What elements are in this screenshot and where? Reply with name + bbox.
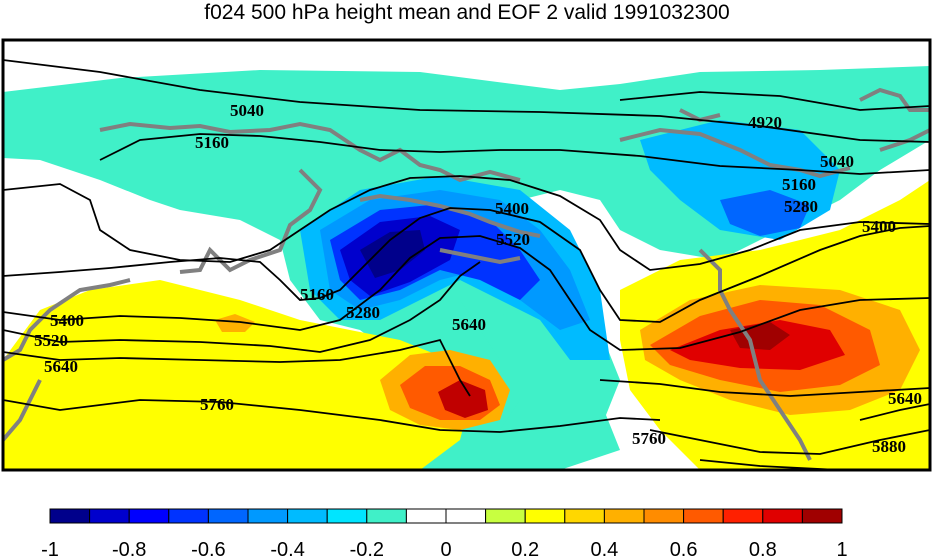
contour-label: 5640: [452, 315, 486, 334]
colorbar-box: [49, 508, 91, 524]
colorbar-tick-label: -0.4: [270, 539, 304, 558]
navy-core: [360, 230, 425, 278]
colorbar-tick-label: 0.4: [590, 539, 618, 558]
dark-red-core-center: [438, 380, 488, 418]
colorbar-box: [801, 508, 843, 524]
map-field: 5040 5160 4920 5040 5160 5280 5400 5520 …: [3, 40, 930, 470]
colorbar-box: [366, 508, 407, 524]
contour-label: 5640: [44, 357, 78, 376]
colorbar-box: [89, 508, 130, 524]
colorbar-box: [762, 508, 803, 524]
contour-label: 5880: [872, 437, 906, 456]
colorbar-box: [207, 508, 249, 524]
colorbar-box: [603, 508, 645, 524]
colorbar-boxes: [49, 508, 843, 524]
contour-label: 5280: [346, 303, 380, 322]
colorbar-box: [524, 508, 566, 524]
colorbar-box: [168, 508, 209, 524]
colorbar-tick-label: -1: [41, 539, 59, 558]
blue-shading-east: [720, 190, 810, 236]
map-title: f024 500 hPa height mean and EOF 2 valid…: [204, 1, 730, 24]
colorbar-tick-label: 1: [836, 539, 847, 558]
contour-label-group: 5040 5160 4920 5040 5160 5280 5400 5520 …: [34, 101, 922, 456]
contour-label: 5040: [230, 101, 264, 120]
contour-label: 5400: [862, 217, 896, 236]
colorbar-tick-label: -0.8: [112, 539, 146, 558]
contour-label: 5760: [632, 429, 666, 448]
contour-label: 5280: [784, 197, 818, 216]
contour-label: 5760: [200, 395, 234, 414]
contour-label: 5520: [496, 230, 530, 249]
colorbar-tick-labels: -1 -0.8 -0.6 -0.4 -0.2 0 0.2 0.4 0.6 0.8 1: [41, 539, 847, 558]
colorbar-tick-label: 0.8: [749, 539, 777, 558]
colorbar-tick-label: 0.2: [511, 539, 539, 558]
contour-label: 5160: [300, 285, 334, 304]
eof-map: 5040 5160 4920 5040 5160 5280 5400 5520 …: [1, 38, 932, 472]
colorbar-tick-label: 0.6: [670, 539, 698, 558]
colorbar: -1 -0.8 -0.6 -0.4 -0.2 0 0.2 0.4 0.6 0.8 1: [41, 508, 848, 558]
colorbar-box: [643, 508, 685, 524]
height-contours: [3, 59, 930, 470]
colorbar-box: [247, 508, 289, 524]
colorbar-tick-label: 0: [440, 539, 451, 558]
contour-label: 5160: [782, 175, 816, 194]
map-frame: [1, 38, 932, 472]
colorbar-box: [326, 508, 368, 524]
contour-label: 4920: [748, 113, 782, 132]
colorbar-box: [445, 508, 487, 524]
contour-label: 5400: [495, 199, 529, 218]
orange-shading-small: [215, 314, 255, 332]
colorbar-tick-label: -0.2: [350, 539, 384, 558]
colorbar-box: [128, 508, 170, 524]
colorbar-box: [485, 508, 526, 524]
negative-anomaly-shading-lower: [460, 300, 620, 470]
colorbar-box: [722, 508, 764, 524]
positive-anomaly-shading-west: [3, 280, 470, 470]
contour-label: 5640: [888, 389, 922, 408]
colorbar-tick-label: -0.6: [191, 539, 225, 558]
colorbar-box: [405, 508, 447, 524]
contour-label: 5400: [50, 311, 84, 330]
colorbar-box: [287, 508, 328, 524]
contour-label: 5520: [34, 331, 68, 350]
coastlines: [3, 87, 930, 461]
contour-label: 5160: [195, 133, 229, 152]
colorbar-box: [683, 508, 724, 524]
contour-label: 5040: [820, 152, 854, 171]
colorbar-box: [564, 508, 605, 524]
